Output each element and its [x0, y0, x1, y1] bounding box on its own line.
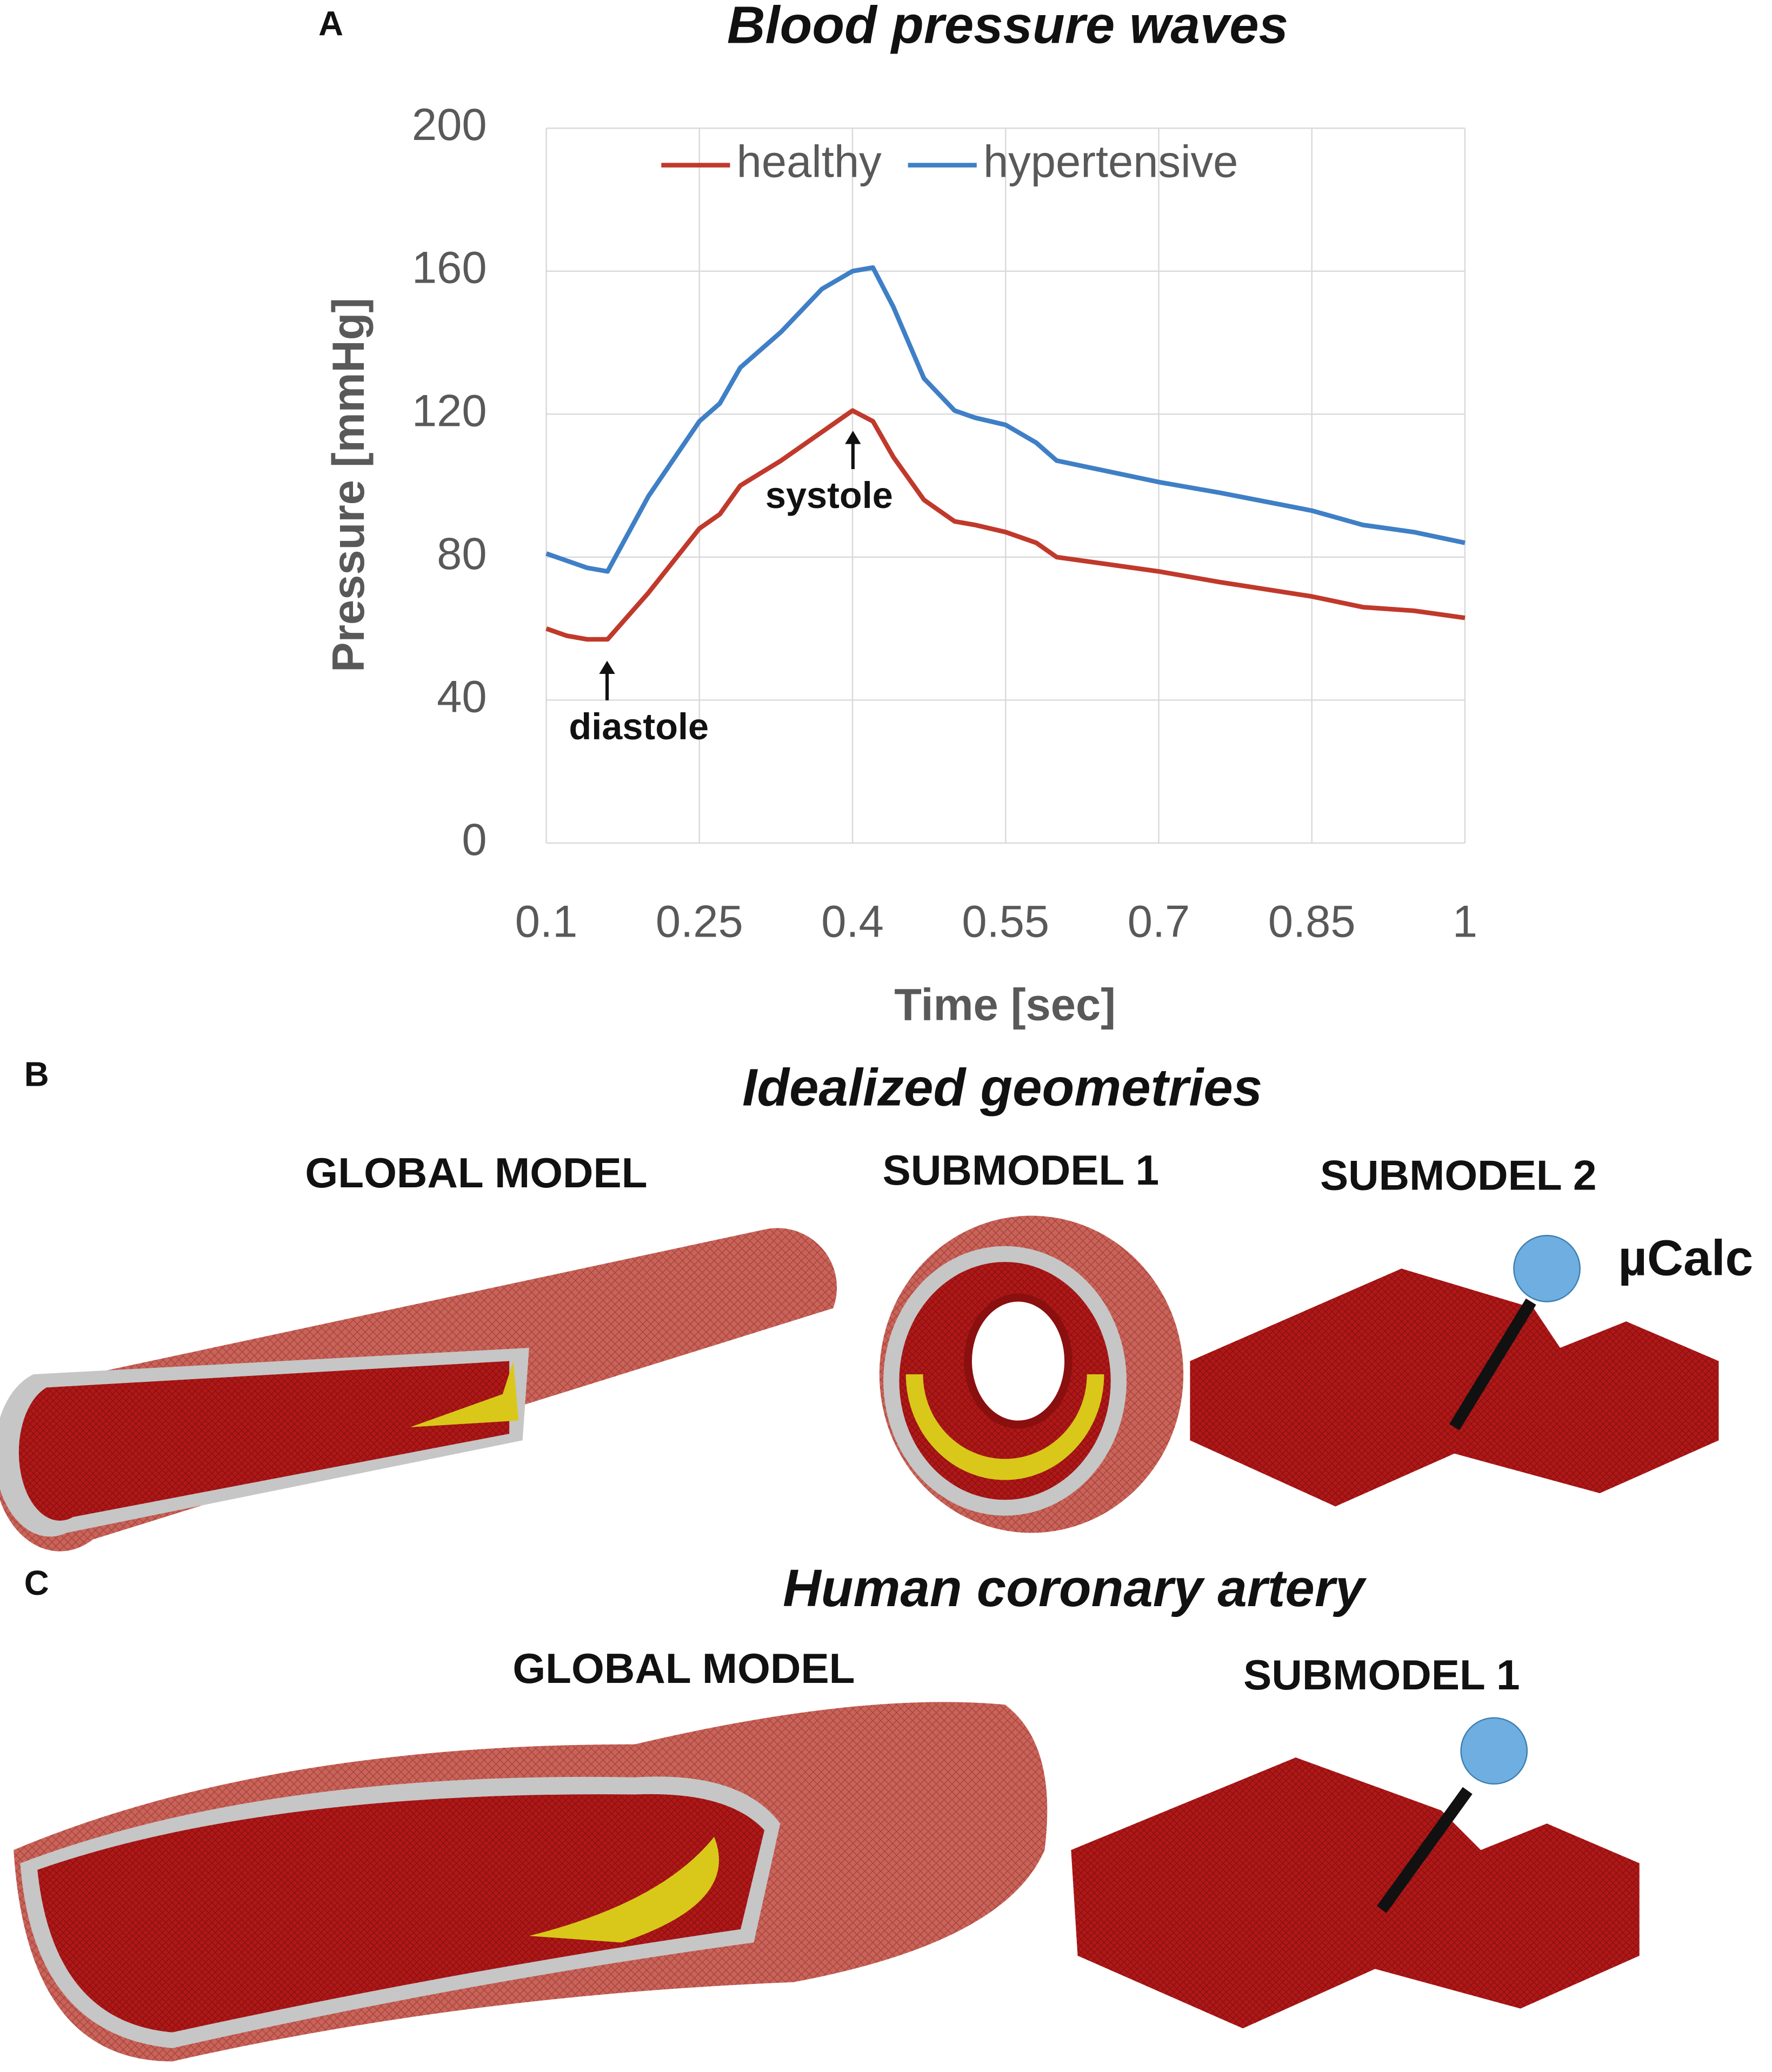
caption: SUBMODEL 2	[1320, 1152, 1597, 1199]
x-tick-label: 0.1	[515, 897, 578, 947]
chart-title: Blood pressure waves	[727, 0, 1288, 55]
y-tick-label: 120	[412, 385, 487, 436]
x-tick-label: 0.55	[962, 897, 1049, 947]
series-line	[545, 408, 1465, 642]
ring-model	[879, 1215, 1184, 1533]
panel-title: Human coronary artery	[783, 1558, 1367, 1618]
caption: GLOBAL MODEL	[305, 1149, 647, 1197]
x-tick-label: 0.4	[821, 897, 884, 947]
x-tick-label: 0.7	[1128, 897, 1190, 947]
legend-label: hypertensive	[983, 137, 1238, 187]
caption: µCalc	[1618, 1230, 1753, 1286]
y-tick-label: 0	[462, 814, 487, 865]
panel-title: Idealized geometries	[742, 1058, 1262, 1117]
x-axis-title: Time [sec]	[894, 980, 1116, 1030]
caption: GLOBAL MODEL	[512, 1645, 855, 1692]
coronary-submodel	[1071, 1717, 1640, 2029]
caption: SUBMODEL 1	[883, 1146, 1160, 1194]
x-tick-label: 1	[1453, 897, 1477, 947]
annotation-arrowhead	[845, 431, 861, 444]
y-tick-label: 80	[437, 529, 487, 579]
tube-model	[0, 1228, 837, 1552]
block-model	[1190, 1234, 1719, 1507]
annotation: diastole	[569, 706, 709, 747]
y-axis-title: Pressure [mmHg]	[323, 298, 374, 672]
y-tick-label: 200	[412, 99, 487, 150]
x-tick-label: 0.85	[1268, 897, 1356, 947]
series-line	[545, 265, 1465, 574]
x-tick-label: 0.25	[656, 897, 743, 947]
plot-area: 0 40 80 120 160 200 0.1 0.25 0.4 0.55 0.7 0.85 1 heal…	[412, 99, 1477, 946]
y-tick-label: 160	[412, 243, 487, 293]
caption: SUBMODEL 1	[1243, 1651, 1520, 1699]
coronary-model	[14, 1702, 1048, 2062]
panel-label: B	[24, 1055, 49, 1094]
annotation-arrowhead	[599, 660, 615, 674]
panel-label: C	[24, 1564, 49, 1602]
legend-label: healthy	[737, 137, 882, 187]
y-tick-label: 40	[437, 671, 487, 721]
annotation: systole	[765, 474, 893, 516]
panel-label: A	[318, 5, 343, 43]
